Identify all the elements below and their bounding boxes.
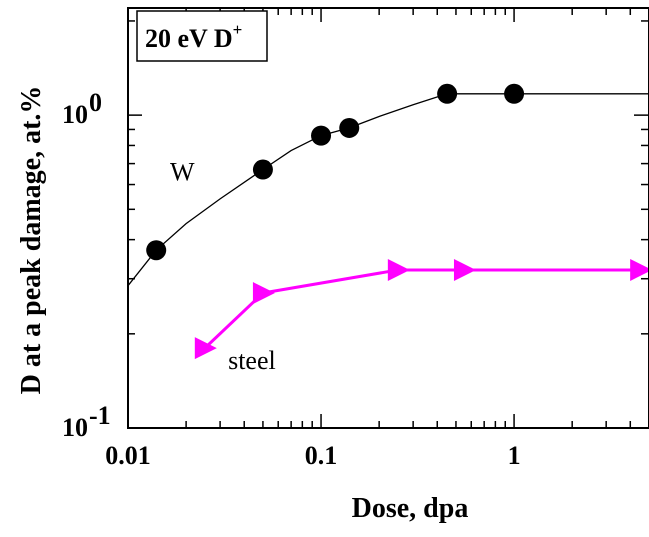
steel-data-point	[387, 258, 410, 281]
w-data-point	[339, 117, 360, 138]
w-fit-curve-layer	[127, 93, 649, 287]
y-tick-exponent: 0	[89, 88, 102, 117]
legend-frame	[136, 10, 268, 62]
w-fit-line	[127, 93, 649, 287]
y-tick-label: 10	[62, 100, 88, 129]
y-tick-exponent: -1	[89, 401, 111, 430]
axis-ticks	[127, 8, 649, 429]
x-tick-label: 1	[508, 441, 521, 470]
w-data-point	[252, 159, 273, 180]
y-tick-label: 10	[62, 413, 88, 442]
w-data-point	[437, 83, 458, 104]
x-tick-label: 0.01	[105, 441, 151, 470]
steel-connecting-lines	[203, 268, 641, 350]
steel-data-point	[453, 258, 476, 281]
x-axis-title: Dose, dpa	[352, 493, 469, 524]
steel-data-point	[194, 337, 217, 360]
annotation-w: W	[170, 158, 195, 187]
x-tick-label: 0.1	[305, 441, 338, 470]
legend-box: 20 eV D+	[136, 10, 268, 62]
plot-border	[127, 7, 649, 429]
w-data-point	[311, 125, 332, 146]
plot-frame	[127, 7, 649, 429]
steel-data-point	[252, 282, 275, 305]
annotation-steel: steel	[228, 346, 276, 375]
legend-superscript: +	[233, 20, 243, 39]
legend-label: 20 eV D	[145, 24, 233, 53]
w-data-point	[146, 240, 167, 261]
steel-segment	[262, 268, 399, 295]
steel-data-point	[630, 258, 649, 281]
data-markers	[146, 83, 649, 360]
y-axis-title: D at a peak damage, at.%	[16, 86, 47, 395]
w-data-point	[504, 83, 525, 104]
legend-text: 20 eV D+	[145, 20, 242, 53]
